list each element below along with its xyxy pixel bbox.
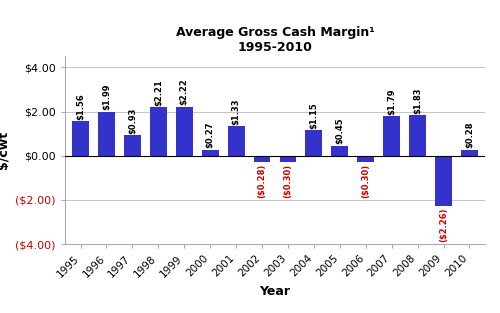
Text: ($0.28): ($0.28) <box>258 163 266 198</box>
Text: $1.99: $1.99 <box>102 84 111 110</box>
Bar <box>435 156 452 206</box>
Text: $0.28: $0.28 <box>465 122 474 148</box>
Text: $1.56: $1.56 <box>76 93 85 120</box>
Bar <box>280 156 296 162</box>
Text: $1.83: $1.83 <box>413 88 422 114</box>
Bar <box>202 150 218 156</box>
Text: $0.27: $0.27 <box>206 122 214 148</box>
Text: $0.45: $0.45 <box>336 118 344 145</box>
Bar <box>383 116 400 156</box>
Text: ($2.26): ($2.26) <box>439 207 448 242</box>
Title: Average Gross Cash Margin¹
1995-2010: Average Gross Cash Margin¹ 1995-2010 <box>176 26 374 54</box>
Text: $2.21: $2.21 <box>154 79 163 105</box>
Bar <box>228 126 244 156</box>
Text: $1.79: $1.79 <box>387 88 396 115</box>
Text: ($0.30): ($0.30) <box>361 164 370 198</box>
Bar <box>98 112 115 156</box>
Bar <box>150 107 167 156</box>
Bar <box>306 130 322 156</box>
Text: ($0.30): ($0.30) <box>284 164 292 198</box>
Bar <box>409 115 426 156</box>
Text: $2.22: $2.22 <box>180 79 189 105</box>
Bar <box>124 135 141 156</box>
Text: $1.15: $1.15 <box>310 102 318 129</box>
Bar <box>358 156 374 162</box>
Text: $0.93: $0.93 <box>128 107 137 134</box>
Bar <box>72 121 89 156</box>
Bar <box>254 156 270 162</box>
X-axis label: Year: Year <box>260 285 290 298</box>
Bar <box>332 146 348 156</box>
Bar <box>461 150 478 156</box>
Y-axis label: $/cwt: $/cwt <box>0 131 10 169</box>
Bar <box>176 107 192 156</box>
Text: $1.33: $1.33 <box>232 99 240 125</box>
